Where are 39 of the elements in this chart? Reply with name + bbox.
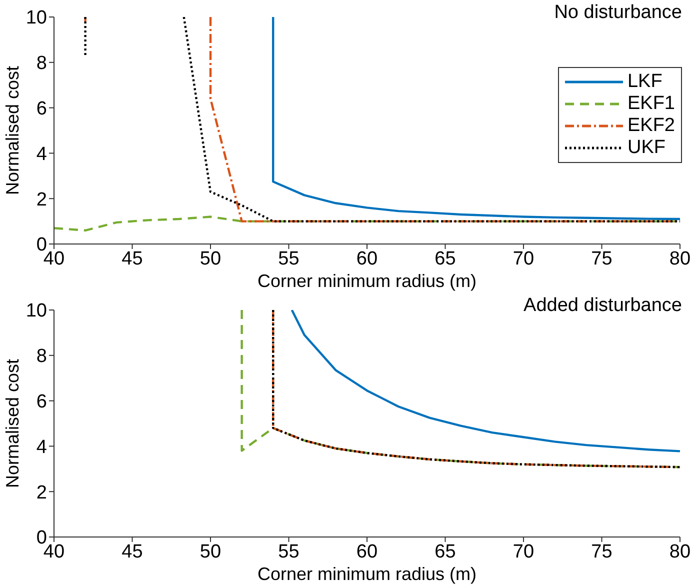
- y-axis-title: Normalised cost: [2, 66, 22, 196]
- y-tick-label: 4: [36, 144, 48, 165]
- x-tick-label: 45: [122, 248, 143, 270]
- x-tick-label: 60: [356, 541, 378, 562]
- legend-label: EKF2: [627, 115, 675, 137]
- x-tick-label: 65: [434, 248, 456, 270]
- y-tick-label: 2: [36, 189, 47, 210]
- y-tick-label: 10: [26, 8, 47, 29]
- x-axis-title: Corner minimum radius (m): [257, 271, 477, 291]
- y-tick-label: 0: [36, 528, 47, 549]
- x-tick-label: 70: [512, 248, 534, 270]
- x-axis-title: Corner minimum radius (m): [257, 564, 477, 584]
- x-tick-label: 45: [122, 541, 143, 562]
- y-tick-label: 4: [36, 436, 48, 458]
- x-tick-label: 80: [669, 248, 691, 270]
- legend-label: UKF: [627, 137, 666, 159]
- y-tick-label: 6: [36, 98, 47, 120]
- legend-label: EKF1: [627, 93, 675, 115]
- y-tick-label: 2: [36, 482, 47, 504]
- annotation: Added disturbance: [524, 295, 682, 317]
- line-series: [272, 17, 680, 220]
- x-tick-label: 55: [278, 248, 300, 270]
- x-tick-label: 65: [434, 541, 456, 562]
- x-tick-label: 75: [591, 248, 612, 270]
- x-tick-label: 75: [591, 541, 612, 562]
- y-axis-title: Normalised cost: [2, 358, 22, 488]
- y-tick-label: 6: [36, 392, 47, 413]
- x-tick-label: 50: [200, 248, 222, 270]
- x-tick-label: 60: [356, 248, 378, 270]
- x-tick-label: 80: [669, 541, 691, 562]
- y-tick-label: 8: [36, 346, 47, 368]
- y-tick-label: 0: [36, 234, 47, 256]
- annotation: No disturbance: [554, 2, 682, 24]
- legend-label: LKF: [627, 71, 662, 93]
- x-tick-label: 55: [278, 541, 300, 562]
- y-tick-label: 10: [26, 300, 47, 322]
- x-tick-label: 70: [512, 541, 534, 562]
- y-tick-label: 8: [36, 53, 47, 74]
- x-tick-label: 50: [200, 541, 222, 562]
